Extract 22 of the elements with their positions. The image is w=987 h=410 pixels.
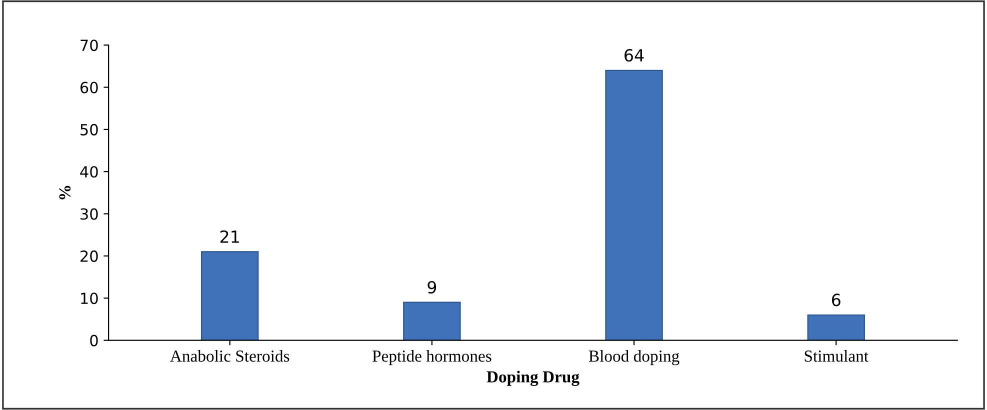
x-tick-label: Stimulant [804, 350, 868, 362]
bar [200, 251, 259, 340]
y-tick-label: 60 [80, 82, 98, 94]
data-label: 6 [832, 294, 840, 306]
data-label: 64 [624, 49, 644, 62]
y-tick-label: 0 [90, 334, 98, 346]
y-axis-title: % [59, 186, 71, 200]
x-tick-label: Anabolic Steroids [170, 350, 290, 362]
data-label: 9 [428, 280, 436, 294]
bar [807, 314, 865, 340]
y-tick-label: 20 [80, 250, 98, 262]
y-tick-label: 10 [81, 292, 98, 304]
y-tick-label: 50 [80, 124, 98, 136]
bar [403, 302, 461, 340]
x-axis-title: Doping Drug [486, 370, 580, 386]
bar [605, 70, 663, 340]
x-tick-label: Peptide hormones [372, 350, 492, 366]
x-tick-label: Blood doping [588, 350, 680, 366]
y-tick-label: 40 [80, 166, 98, 178]
data-label: 21 [220, 230, 239, 243]
y-tick-label: 70 [80, 40, 98, 52]
y-tick-label: 30 [80, 208, 98, 220]
